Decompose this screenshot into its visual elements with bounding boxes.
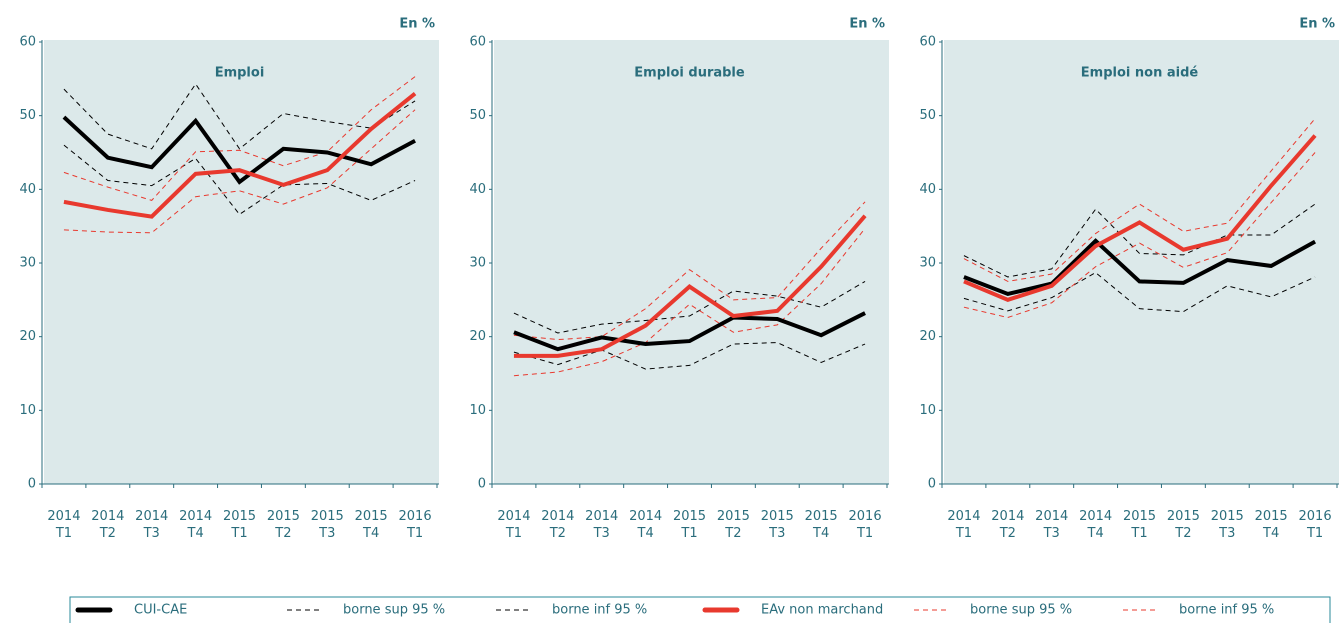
x-tick-label: 2015 T3 <box>760 509 794 541</box>
dashed-line <box>963 271 1316 313</box>
legend-box <box>69 596 1331 623</box>
x-tick-label: 2014 T2 <box>91 509 125 541</box>
x-tick-label: 2014 T1 <box>497 509 531 541</box>
x-tick-label: 2015 T2 <box>266 509 300 541</box>
x-tick-label: 2015 T4 <box>804 509 838 541</box>
dashed-line <box>963 152 1316 319</box>
x-tick-label: 2014 T3 <box>135 509 169 541</box>
y-tick-label: 60 <box>919 35 936 50</box>
y-tick-label: 30 <box>469 256 486 271</box>
line <box>963 134 1317 302</box>
x-tick-label: 2014 T4 <box>629 509 663 541</box>
y-tick-label: 60 <box>469 35 486 50</box>
dashed-line <box>63 144 416 216</box>
y-tick-label: 10 <box>19 403 36 418</box>
panel-title: Emploi non aidé <box>1081 66 1199 81</box>
y-tick-label: 0 <box>478 477 486 492</box>
y-tick-label: 60 <box>19 35 36 50</box>
plot-background <box>494 40 889 484</box>
y-tick-label: 20 <box>19 329 36 344</box>
y-tick-label: 10 <box>919 403 936 418</box>
legend-label: EAv non marchand <box>761 603 883 618</box>
legend-label: CUI-CAE <box>134 603 187 618</box>
unit-label: En % <box>399 17 435 32</box>
line <box>62 115 417 185</box>
plot-background <box>44 40 439 484</box>
y-tick-label: 0 <box>28 477 36 492</box>
dashed-line <box>63 83 416 150</box>
x-tick-label: 2014 T3 <box>585 509 619 541</box>
y-tick-label: 20 <box>919 329 936 344</box>
x-tick-label: 2015 T3 <box>310 509 344 541</box>
x-tick-label: 2014 T2 <box>991 509 1025 541</box>
legend-label: borne sup 95 % <box>343 603 445 618</box>
x-tick-label: 2015 T2 <box>1166 509 1200 541</box>
plot-background <box>944 40 1339 484</box>
dashed-line <box>513 201 866 341</box>
panel-title: Emploi <box>215 66 265 81</box>
y-tick-label: 40 <box>919 182 936 197</box>
y-tick-label: 50 <box>919 108 936 123</box>
y-tick-label: 30 <box>19 256 36 271</box>
y-tick-label: 30 <box>919 256 936 271</box>
x-tick-label: 2015 T3 <box>1210 509 1244 541</box>
y-tick-label: 40 <box>469 182 486 197</box>
legend-label: borne inf 95 % <box>552 603 647 618</box>
y-tick-label: 10 <box>469 403 486 418</box>
x-tick-label: 2015 T1 <box>222 509 257 541</box>
dashed-line <box>963 118 1316 282</box>
dashed-line <box>963 203 1316 278</box>
unit-label: En % <box>849 17 885 32</box>
line <box>513 214 867 358</box>
line <box>513 311 866 352</box>
x-tick-label: 2016 T1 <box>398 509 432 541</box>
x-tick-label: 2014 T3 <box>1035 509 1069 541</box>
dashed-line <box>63 109 416 234</box>
y-tick-label: 40 <box>19 182 36 197</box>
y-tick-label: 0 <box>928 477 936 492</box>
dashed-line <box>513 280 866 334</box>
x-tick-label: 2014 T4 <box>1079 509 1113 541</box>
x-tick-label: 2014 T4 <box>179 509 213 541</box>
legend-label: borne sup 95 % <box>970 603 1072 618</box>
y-tick-label: 50 <box>19 108 36 123</box>
x-tick-label: 2015 T1 <box>1122 509 1157 541</box>
x-tick-label: 2016 T1 <box>1298 509 1332 541</box>
x-tick-label: 2015 T4 <box>354 509 388 541</box>
x-tick-label: 2015 T4 <box>1254 509 1288 541</box>
x-tick-label: 2014 T2 <box>541 509 575 541</box>
panel-title: Emploi durable <box>634 66 745 81</box>
legend-label: borne inf 95 % <box>1179 603 1274 618</box>
dashed-line <box>63 76 416 201</box>
x-tick-label: 2015 T2 <box>716 509 750 541</box>
x-tick-label: 2014 T1 <box>947 509 981 541</box>
unit-label: En % <box>1299 17 1335 32</box>
y-tick-label: 50 <box>469 108 486 123</box>
x-tick-label: 2016 T1 <box>848 509 882 541</box>
x-tick-label: 2014 T1 <box>47 509 81 541</box>
x-tick-label: 2015 T1 <box>672 509 707 541</box>
dashed-line <box>513 342 866 370</box>
line <box>63 92 417 219</box>
y-tick-label: 20 <box>469 329 486 344</box>
line <box>963 238 1317 297</box>
